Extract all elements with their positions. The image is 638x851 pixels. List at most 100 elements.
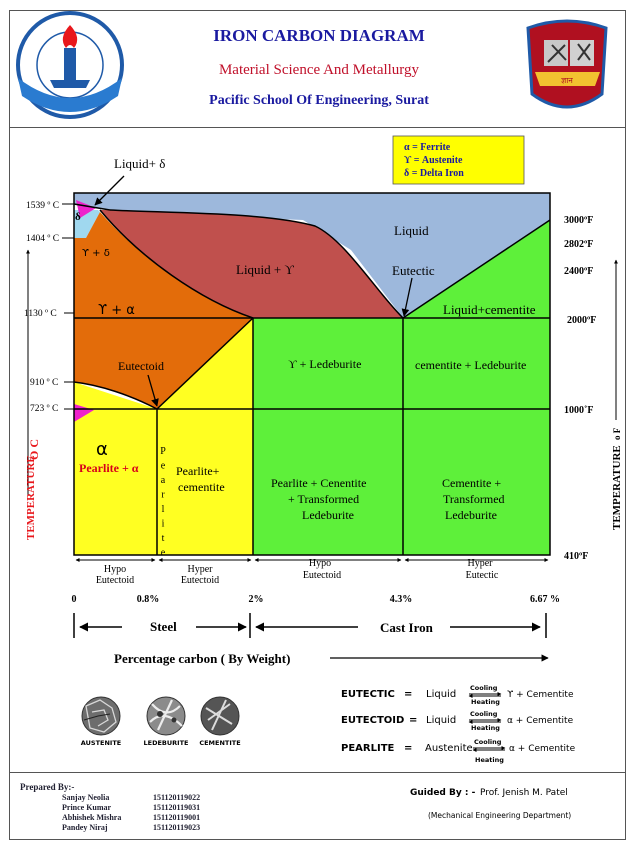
guided-by-label: Guided By : -: [410, 788, 476, 798]
guide-name: Prof. Jenish M. Patel: [480, 788, 568, 798]
label-pearlite-cementite-2: cementite: [178, 480, 225, 494]
torch-icon: [64, 48, 76, 82]
left-axis-unit: O C: [27, 439, 41, 460]
label-liquid-gamma: Liquid + ϒ: [236, 262, 294, 277]
x-tick-4-3: 4.3%: [390, 594, 413, 605]
reaction-eutectoid-heating: Heating: [471, 724, 500, 732]
reaction-eutectic-name: EUTECTIC: [341, 689, 395, 700]
right-axis-label: TEMPERATURE: [611, 445, 623, 530]
label-ctl-2: Transformed: [443, 492, 505, 506]
reaction-eutectoid-right: α + Cementite: [507, 716, 574, 726]
temp-f-2802: 2802ºF: [564, 239, 593, 250]
member-4-id: 151120119023: [153, 823, 200, 832]
micro-label-ledeburite: LEDEBURITE: [144, 739, 189, 747]
label-pct-1: Pearlite + Cenentite: [271, 476, 366, 490]
region-green: [253, 220, 550, 555]
reaction-eutectic-right: ϒ + Cementite: [507, 690, 574, 700]
prepared-by-label: Prepared By:-: [20, 782, 74, 792]
zone-4-line1: Hyper: [468, 558, 494, 569]
x-tick-6-67: 6.67 %: [530, 594, 560, 605]
label-liquid-cementite: Liquid+cementite: [443, 302, 536, 317]
temp-c-910: 910 º C: [30, 378, 58, 388]
reaction-eutectoid-name: EUTECTOID: [341, 715, 404, 726]
zone-4-line2: Eutectic: [466, 570, 499, 581]
member-3-id: 151120119001: [153, 813, 200, 822]
temp-f-410: 410ºF: [564, 551, 588, 562]
region-liquid: [74, 193, 550, 318]
department: (Mechanical Engineering Department): [428, 811, 571, 820]
temp-f-2000: 2000ºF: [567, 315, 596, 326]
region-yellow: [74, 318, 253, 555]
temp-c-723: 723 º C: [30, 404, 58, 414]
label-liquid-delta: Liquid+ δ: [114, 156, 165, 171]
micro-label-austenite: AUSTENITE: [81, 739, 121, 747]
pearlite-vertical-letter: r: [161, 490, 165, 501]
micro-label-cementite: CEMENTITE: [199, 739, 240, 747]
zone-3-line2: Eutectoid: [303, 570, 341, 581]
logo-motto: ज्ञान: [561, 76, 573, 85]
zone-3-line1: Hypo: [309, 558, 331, 569]
university-logo: ज्ञान: [526, 19, 608, 109]
left-axis-label: TEMPERATURE: [25, 455, 37, 540]
label-eutectic: Eutectic: [392, 263, 435, 278]
legend-item-delta: δ = Delta Iron: [404, 168, 464, 179]
school-logo: [16, 11, 124, 119]
reaction-eutectic-cooling: Cooling: [470, 684, 498, 692]
right-axis-unit: o F: [612, 427, 622, 440]
reaction-eutectoid-eq: =: [409, 715, 417, 726]
gear-icon: [577, 43, 591, 61]
reaction-pearlite-heating: Heating: [475, 756, 504, 764]
x-tick-0-8: 0.8%: [137, 594, 160, 605]
label-pearlite-vertical: Pearlite: [160, 446, 166, 559]
label-liquid: Liquid: [394, 223, 429, 238]
label-gamma-delta: ϒ + δ: [82, 248, 110, 259]
label-gamma-ledeburite: ϒ + Ledeburite: [288, 357, 361, 371]
pearlite-vertical-letter: a: [161, 475, 166, 486]
x-tick-0: 0: [72, 594, 77, 605]
legend-item-austenite: ϒ = Austenite: [404, 155, 463, 166]
member-4-name: Pandey Niraj: [62, 823, 108, 832]
pearlite-vertical-letter: i: [162, 519, 165, 530]
label-ctl-1: Cementite +: [442, 476, 501, 490]
temp-f-2400: 2400ºF: [564, 266, 593, 277]
micrograph-cementite: [200, 696, 240, 736]
label-gamma-alpha: ϒ + α: [98, 303, 135, 318]
cast-iron-label: Cast Iron: [380, 620, 434, 635]
temp-c-1404: 1404 º C: [26, 234, 59, 244]
reaction-pearlite-left: Austenite: [425, 743, 473, 754]
pearlite-vertical-letter: P: [160, 446, 166, 457]
temp-f-3000: 3000ºF: [564, 215, 593, 226]
reaction-pearlite-name: PEARLITE: [341, 743, 395, 754]
pearlite-vertical-letter: e: [161, 461, 166, 472]
label-eutectoid: Eutectoid: [118, 359, 164, 373]
legend-item-ferrite: α = Ferrite: [404, 142, 451, 153]
legend-box: α = Ferrite ϒ = Austenite δ = Delta Iron: [392, 135, 525, 185]
temp-f-1000: 1000˚F: [564, 405, 593, 416]
temp-c-1539: 1539 º C: [26, 201, 59, 211]
institute-name: Pacific School Of Engineering, Surat: [209, 93, 429, 108]
reaction-eutectic-heating: Heating: [471, 698, 500, 706]
steel-label: Steel: [150, 619, 177, 634]
label-pct-3: Ledeburite: [302, 508, 354, 522]
footer-divider: [9, 772, 626, 773]
label-ctl-3: Ledeburite: [445, 508, 497, 522]
page-title: IRON CARBON DIAGRAM: [213, 26, 425, 45]
reaction-eutectic-left: Liquid: [426, 689, 456, 700]
reaction-pearlite-cooling: Cooling: [474, 738, 502, 746]
zone-2-line1: Hyper: [188, 564, 214, 575]
zone-2-line2: Eutectoid: [181, 575, 219, 586]
pearlite-vertical-letter: t: [162, 533, 165, 544]
right-axis: TEMPERATURE o F: [611, 259, 623, 530]
reaction-pearlite-right: α + Cementite: [509, 744, 576, 754]
x-axis-label: Percentage carbon ( By Weight): [114, 651, 290, 666]
micrograph-ledeburite: [146, 696, 186, 736]
member-3-name: Abhishek Mishra: [62, 813, 121, 822]
label-delta: δ: [75, 211, 81, 223]
page-frame: [9, 10, 626, 840]
member-1-id: 151120119022: [153, 793, 200, 802]
zone-1-line1: Hypo: [104, 564, 126, 575]
member-2-name: Prince Kumar: [62, 803, 112, 812]
header-divider: [9, 127, 626, 128]
x-tick-2: 2%: [249, 594, 264, 605]
